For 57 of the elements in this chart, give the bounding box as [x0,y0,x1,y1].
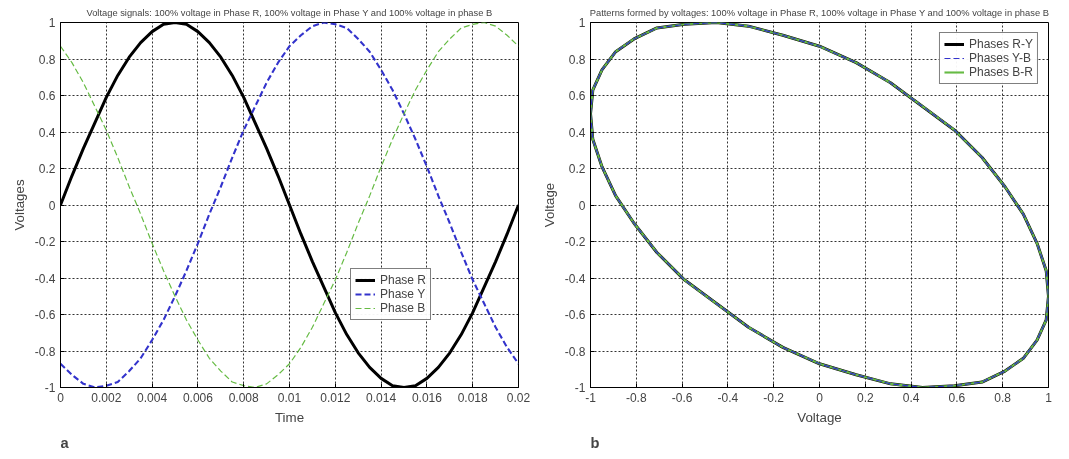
x-tick-label: 0.6 [948,390,966,405]
x-tick-label: -0.6 [671,390,693,405]
x-tick-label: 0.014 [366,390,397,405]
y-tick-label: 0.4 [38,125,56,140]
y-tick-label: 0.8 [38,52,56,67]
y-tick-label: -1 [574,381,586,395]
y-tick-label: -0.6 [34,308,56,322]
x-tick-label: 0.8 [994,390,1012,405]
x-tick-label: 0.012 [320,390,351,405]
x-tick-label: 0.008 [228,390,260,405]
y-tick-label: 0 [48,198,56,213]
legend-label: Phases Y-B [968,51,1032,65]
y-tick-label: -0.4 [34,271,56,286]
legend-label: Phases B-R [968,65,1033,79]
text: b [590,434,600,451]
line-series [60,22,519,388]
x-tick-label: 0.4 [902,390,920,405]
x-tick-label: 0.006 [182,390,214,405]
x-axis-title: Voltage [797,409,842,425]
y-tick-label: 0.6 [38,89,56,103]
x-tick-label: -0.4 [717,390,739,405]
y-tick-label: -0.6 [564,308,586,322]
x-tick-label: 0.002 [91,390,122,405]
chart-title: Voltage signals: 100% voltage in Phase R, 100% voltage in Phase Y and 100% voltage in phase B [86,7,493,18]
y-tick-label: 0 [578,198,586,213]
y-tick-label: 0.8 [568,52,586,67]
y-axis-title: Voltage [541,182,557,228]
legend-label: Phase Y [380,287,426,301]
y-tick-label: 1 [48,16,56,30]
x-tick-label: 0 [816,390,824,405]
y-tick-label: 0.6 [568,89,586,103]
x-tick-label: 0.018 [457,390,489,405]
x-tick-label: -0.2 [763,390,785,405]
y-tick-label: -0.2 [34,235,56,249]
chart-title: Patterns formed by voltages: 100% voltage in Phase R, 100% voltage in Phase Y and 100% voltage in phase B [589,7,1049,18]
x-axis-title: Time [274,409,305,425]
y-tick-label: 1 [578,16,586,30]
text: a [60,434,70,451]
y-tick-label: -0.4 [564,271,586,286]
legend-label: Phases R-Y [968,37,1033,51]
y-tick-label: -1 [44,381,56,395]
x-tick-label: 0.004 [137,390,168,405]
y-tick-label: -0.2 [564,235,586,249]
y-tick-label: 0.4 [568,125,586,140]
x-tick-label: 1 [1045,390,1053,405]
legend-label: Phase R [380,273,427,287]
y-tick-label: -0.8 [34,344,56,359]
legend-label: Phase B [380,301,426,315]
x-tick-label: 0.2 [856,390,874,405]
y-tick-label: -0.8 [564,344,586,359]
x-tick-label: 0.016 [411,390,443,405]
x-tick-label: 0.01 [277,390,302,405]
y-tick-label: 0.2 [568,162,586,176]
y-axis-title: Voltages [11,179,27,231]
x-tick-label: -0.8 [625,390,647,405]
x-tick-label: 0.02 [506,390,531,405]
y-tick-label: 0.2 [38,162,56,176]
